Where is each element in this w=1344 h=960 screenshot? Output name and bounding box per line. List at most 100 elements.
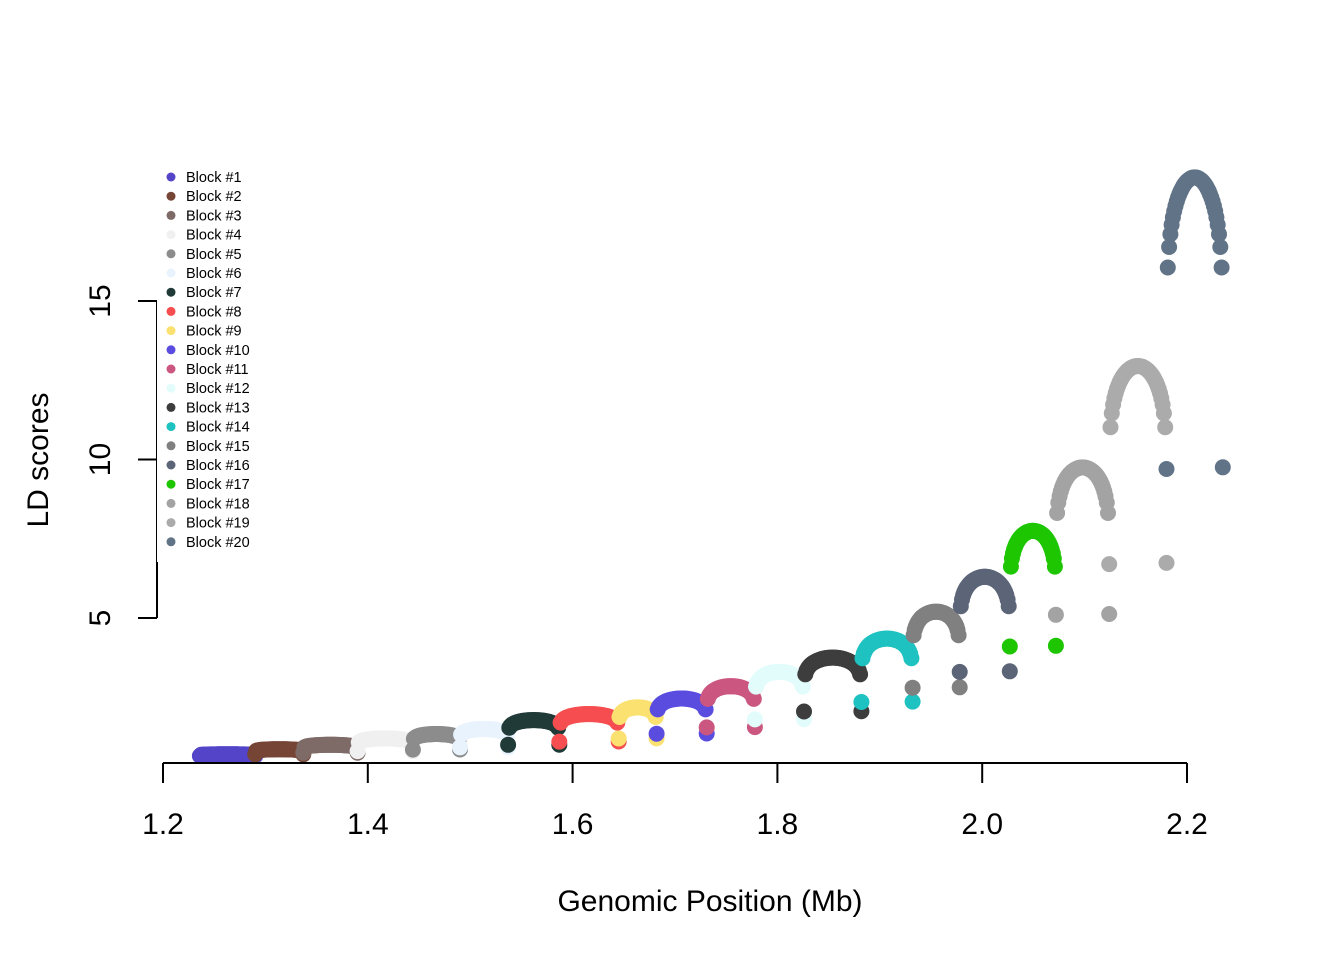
legend-marker bbox=[166, 287, 176, 297]
series-16 bbox=[951, 568, 1018, 680]
data-point bbox=[698, 719, 715, 736]
legend-marker bbox=[166, 249, 176, 259]
legend-marker bbox=[166, 345, 176, 355]
legend-label: Block #8 bbox=[186, 304, 242, 320]
data-point bbox=[1157, 419, 1174, 436]
legend-label: Block #13 bbox=[186, 400, 250, 416]
series-15 bbox=[904, 603, 968, 696]
legend-label: Block #11 bbox=[186, 362, 249, 378]
data-point bbox=[1102, 419, 1119, 436]
data-points bbox=[191, 169, 1231, 764]
legend-marker bbox=[166, 441, 176, 451]
legend-item: Block #4 bbox=[166, 228, 242, 244]
legend-marker bbox=[166, 383, 176, 393]
data-point bbox=[1214, 459, 1231, 476]
legend-marker bbox=[166, 230, 176, 240]
legend-label: Block #19 bbox=[186, 516, 250, 532]
legend-label: Block #9 bbox=[186, 324, 242, 340]
series-10 bbox=[648, 690, 715, 742]
legend-marker bbox=[166, 422, 176, 432]
data-point bbox=[745, 690, 762, 707]
y-axis: 5 10 15 bbox=[84, 284, 158, 626]
data-point bbox=[1212, 239, 1229, 255]
legend-marker bbox=[166, 479, 176, 489]
x-tick-label: 1.4 bbox=[347, 808, 389, 841]
series-8 bbox=[551, 706, 627, 750]
legend-item: Block #7 bbox=[166, 285, 242, 301]
x-tick-label: 2.0 bbox=[961, 808, 1003, 841]
legend-marker bbox=[166, 460, 176, 470]
legend-label: Block #1 bbox=[186, 170, 242, 186]
data-point bbox=[1046, 558, 1063, 575]
data-point bbox=[452, 739, 468, 756]
x-axis: 1.2 1.4 1.6 1.8 2.0 2.2 bbox=[142, 762, 1208, 841]
legend-label: Block #20 bbox=[186, 535, 250, 551]
legend-item: Block #14 bbox=[166, 420, 250, 436]
x-tick-label: 1.2 bbox=[142, 808, 184, 841]
y-tick-label: 15 bbox=[84, 284, 117, 317]
legend-item: Block #18 bbox=[166, 496, 250, 512]
x-tick-label: 2.2 bbox=[1166, 808, 1208, 841]
legend-item: Block #19 bbox=[166, 516, 250, 532]
legend-label: Block #10 bbox=[186, 343, 250, 359]
data-point bbox=[610, 730, 627, 747]
series-5 bbox=[404, 726, 468, 758]
data-point bbox=[1155, 405, 1172, 422]
y-tick-label: 5 bbox=[84, 610, 117, 627]
data-point bbox=[852, 666, 869, 683]
legend-label: Block #5 bbox=[186, 247, 242, 263]
data-point bbox=[951, 663, 968, 680]
x-tick-label: 1.6 bbox=[552, 808, 594, 841]
y-axis-ticks: 5 10 15 bbox=[84, 284, 157, 626]
data-point bbox=[648, 725, 665, 742]
legend-marker bbox=[166, 172, 176, 182]
data-point bbox=[853, 694, 870, 710]
x-tick-label: 1.8 bbox=[757, 808, 799, 841]
data-point bbox=[1158, 461, 1175, 477]
legend-label: Block #3 bbox=[186, 208, 242, 224]
legend-marker bbox=[166, 402, 176, 412]
legend-label: Block #7 bbox=[186, 285, 242, 301]
legend-label: Block #6 bbox=[186, 266, 242, 282]
legend-item: Block #16 bbox=[166, 458, 250, 474]
legend-label: Block #2 bbox=[186, 189, 242, 205]
legend-item: Block #9 bbox=[166, 324, 242, 340]
y-tick-label: 10 bbox=[84, 443, 117, 476]
data-point bbox=[1000, 598, 1017, 615]
data-point bbox=[904, 693, 921, 710]
data-point bbox=[1159, 259, 1176, 276]
series-18 bbox=[1047, 459, 1118, 623]
legend-item: Block #11 bbox=[166, 362, 249, 378]
legend-item: Block #1 bbox=[166, 170, 242, 186]
data-point bbox=[903, 650, 920, 667]
data-point bbox=[904, 679, 921, 696]
legend-marker bbox=[166, 268, 176, 278]
data-point bbox=[950, 627, 967, 644]
legend-label: Block #15 bbox=[186, 439, 250, 455]
data-point bbox=[796, 703, 812, 720]
series-14 bbox=[853, 630, 921, 710]
data-point bbox=[1101, 606, 1118, 622]
legend-item: Block #15 bbox=[166, 439, 250, 455]
data-point bbox=[1211, 226, 1227, 243]
legend: Block #1 Block #2 Block #3 Block #4 Block #5… bbox=[157, 170, 250, 562]
legend-marker bbox=[166, 306, 176, 316]
legend-item: Block #17 bbox=[166, 477, 250, 493]
legend-label: Block #16 bbox=[186, 458, 250, 474]
data-point bbox=[1158, 554, 1175, 571]
legend-marker bbox=[166, 326, 176, 336]
data-point bbox=[1161, 239, 1178, 255]
legend-label: Block #12 bbox=[186, 381, 250, 397]
legend-label: Block #18 bbox=[186, 496, 250, 512]
legend-item: Block #6 bbox=[166, 266, 242, 282]
data-point bbox=[746, 711, 763, 728]
legend-label: Block #17 bbox=[186, 477, 250, 493]
legend-marker bbox=[166, 191, 176, 201]
data-point bbox=[951, 679, 968, 696]
data-point bbox=[1001, 638, 1018, 655]
legend-marker bbox=[166, 498, 176, 508]
x-axis-ticks: 1.2 1.4 1.6 1.8 2.0 2.2 bbox=[142, 763, 1208, 841]
data-point bbox=[1047, 637, 1064, 654]
series-12 bbox=[746, 663, 812, 728]
